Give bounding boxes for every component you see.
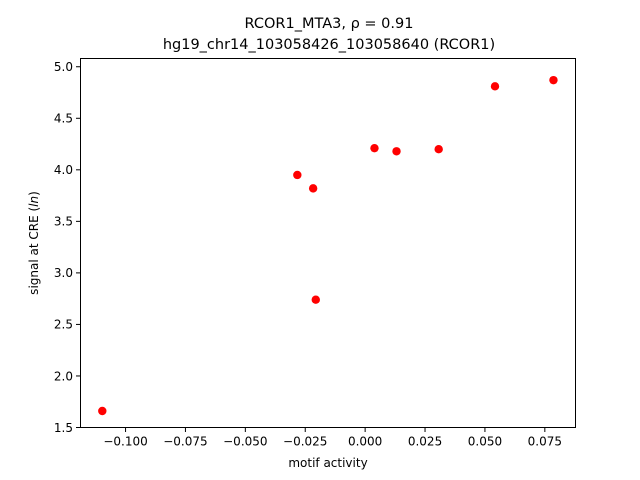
- x-tick-label-2: −0.075: [163, 435, 207, 449]
- scatter-point-2: [293, 170, 302, 180]
- x-tick-label-3: −0.050: [223, 435, 267, 449]
- scatter-point-1: [98, 406, 107, 416]
- x-tick-label-4: −0.025: [283, 435, 327, 449]
- scatter-point-6: [392, 147, 401, 156]
- axes-frame: [80, 58, 576, 428]
- y-axis-label: signal at CRE (ln): [27, 191, 41, 295]
- scatter-point-3: [308, 184, 318, 193]
- scatter-point-4: [311, 295, 320, 304]
- scatter-point-7: [434, 145, 443, 154]
- x-tick-label-1: −0.100: [103, 435, 147, 449]
- scatter-point-8: [490, 82, 500, 91]
- chart-title-line-1: RCOR1_MTA3, ρ = 0.91: [245, 16, 414, 32]
- y-axis-label-prefix: signal at CRE (: [27, 207, 41, 295]
- y-tick-label-3: 2.5: [54, 318, 73, 332]
- x-tick-label-8: 0.075: [528, 435, 562, 449]
- y-tick-label-2: 2.0: [54, 369, 73, 383]
- chart-title-line-2: hg19_chr14_103058426_103058640 (RCOR1): [163, 37, 495, 53]
- y-axis-label-italic: ln: [27, 196, 41, 207]
- x-axis-label: motif activity: [288, 456, 367, 470]
- y-axis-ticks: 1.5 2.0 2.5 3.0 3.5 4.0 4.5 5.0: [54, 60, 81, 435]
- y-tick-label-1: 1.5: [54, 421, 73, 435]
- y-tick-label-4: 3.0: [54, 266, 73, 280]
- y-tick-label-6: 4.0: [54, 163, 73, 177]
- x-tick-label-5: 0.000: [348, 435, 382, 449]
- x-tick-label-6: 0.025: [408, 435, 442, 449]
- y-tick-label-7: 4.5: [54, 112, 73, 126]
- scatter-point-5: [370, 143, 379, 153]
- y-tick-label-5: 3.5: [54, 215, 73, 229]
- y-axis-label-suffix: ): [27, 191, 41, 196]
- x-tick-label-7: 0.050: [468, 435, 502, 449]
- x-axis-ticks: −0.100 −0.075 −0.050 −0.025 0.000 0.025 0.050 0…: [103, 427, 562, 449]
- plot-area: [98, 75, 558, 416]
- scatter-point-9: [549, 75, 558, 85]
- y-tick-label-8: 5.0: [54, 60, 73, 74]
